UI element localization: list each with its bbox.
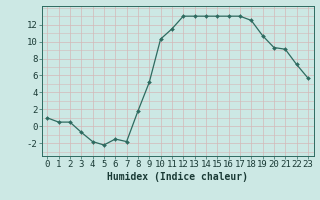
X-axis label: Humidex (Indice chaleur): Humidex (Indice chaleur) xyxy=(107,172,248,182)
